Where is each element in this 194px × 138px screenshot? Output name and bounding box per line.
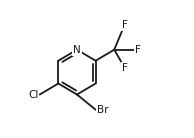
- Text: F: F: [122, 20, 127, 30]
- Text: F: F: [122, 63, 127, 73]
- Text: N: N: [73, 45, 81, 55]
- Text: Br: Br: [97, 105, 108, 115]
- Text: F: F: [135, 45, 141, 55]
- Text: Cl: Cl: [28, 90, 38, 99]
